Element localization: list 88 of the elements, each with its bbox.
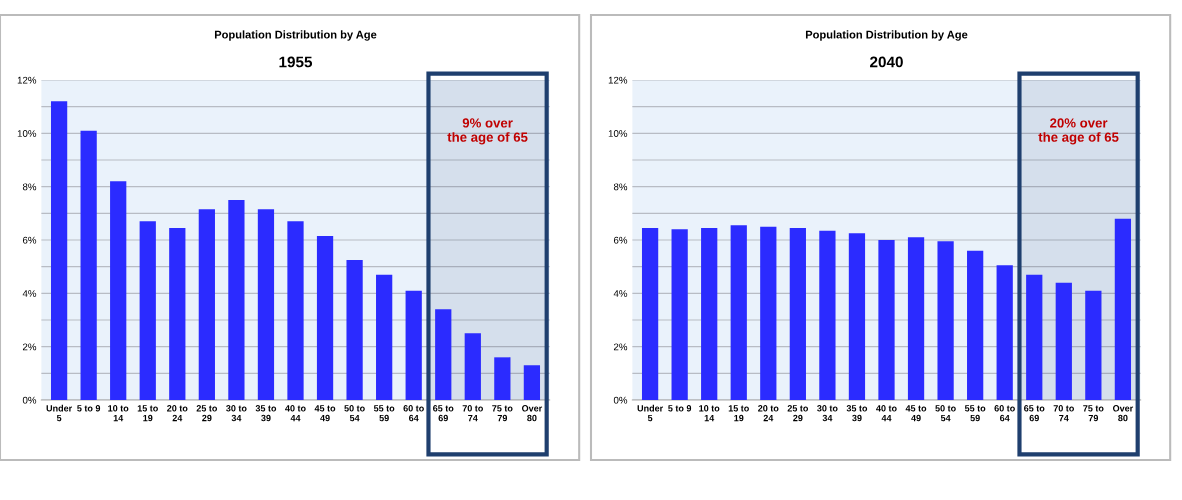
x-tick-label: 30 to 34 (226, 405, 247, 422)
x-tick-label: 75 to 79 (492, 405, 513, 422)
bar (316, 236, 334, 400)
y-tick-label: 10% (608, 130, 628, 137)
x-tick-label: 10 to 14 (699, 405, 720, 422)
bar (701, 228, 718, 400)
y-tick-label: 10% (17, 130, 37, 137)
bar (1055, 282, 1072, 400)
bar (878, 240, 895, 400)
x-tick-label: 70 to 74 (462, 405, 483, 422)
chart-title: Population Distribution by Age (805, 30, 968, 41)
y-tick-label: 4% (22, 290, 37, 297)
x-tick-label: 30 to 34 (817, 405, 838, 422)
x-tick-label: 50 to 54 (344, 405, 365, 422)
x-tick-label: 20 to 24 (167, 405, 188, 422)
bar (80, 130, 97, 400)
x-tick-label: 70 to 74 (1053, 405, 1074, 422)
bar (494, 357, 511, 400)
x-tick-label: 45 to 49 (314, 405, 336, 422)
chart-title: Population Distribution by Age (214, 30, 377, 41)
bar (169, 228, 186, 400)
chart-subtitle: 1955 (279, 56, 313, 68)
y-tick-label: 0% (613, 396, 628, 404)
bar (346, 260, 363, 400)
bar (464, 333, 481, 400)
x-tick-label: 20 to 24 (758, 405, 779, 422)
x-tick-label: 65 to 69 (1024, 405, 1045, 422)
x-tick-label: 5 to 9 (668, 405, 692, 412)
y-tick-label: 6% (22, 236, 37, 244)
x-tick-label: 75 to 79 (1083, 405, 1104, 422)
bar (848, 233, 866, 400)
x-tick-label: 15 to 19 (728, 405, 749, 422)
y-tick-label: 4% (613, 290, 628, 297)
bar (257, 209, 275, 400)
bar (110, 181, 127, 400)
y-tick-label: 2% (22, 343, 37, 351)
bar (967, 250, 984, 400)
y-tick-label: 8% (613, 183, 628, 191)
band-label: 20% over the age of 65 (1038, 118, 1119, 145)
x-tick-label: 55 to 59 (373, 405, 395, 422)
bar (198, 209, 215, 400)
y-tick-label: 12% (608, 76, 628, 84)
bar (937, 241, 954, 400)
bar (789, 228, 806, 400)
bar (760, 226, 777, 400)
x-tick-label: 45 to 49 (905, 405, 927, 422)
bar (1114, 218, 1132, 400)
x-tick-label: 25 to 29 (196, 405, 218, 422)
x-tick-label: Over 80 (1112, 405, 1134, 422)
x-tick-label: 65 to 69 (433, 405, 454, 422)
x-tick-label: 50 to 54 (935, 405, 956, 422)
y-tick-label: 6% (613, 236, 628, 244)
x-tick-label: 40 to 44 (876, 405, 897, 422)
bar (819, 230, 836, 400)
bar (435, 309, 452, 400)
bar (907, 237, 925, 400)
x-tick-label: 25 to 29 (787, 405, 809, 422)
x-tick-label: 35 to 39 (846, 405, 868, 422)
x-tick-label: 5 to 9 (77, 405, 101, 412)
x-tick-label: 60 to 64 (994, 405, 1015, 422)
band-label: 9% over the age of 65 (447, 118, 528, 145)
bar (730, 225, 747, 400)
chart-subtitle: 2040 (870, 56, 903, 68)
x-tick-label: 35 to 39 (255, 405, 277, 422)
x-tick-label: 10 to 14 (108, 405, 129, 422)
bar (50, 101, 68, 400)
y-tick-label: 12% (17, 76, 37, 84)
x-tick-label: 40 to 44 (285, 405, 306, 422)
bar (405, 290, 422, 400)
x-tick-label: 55 to 59 (964, 405, 986, 422)
bar (1026, 274, 1043, 400)
x-tick-label: Over 80 (521, 405, 543, 422)
bar (671, 229, 688, 400)
x-tick-label: Under 5 (46, 404, 73, 422)
y-tick-label: 8% (22, 183, 37, 191)
y-tick-label: 0% (22, 396, 37, 404)
y-tick-label: 2% (613, 343, 628, 351)
bar (996, 265, 1013, 400)
bar (1085, 290, 1102, 400)
bar (139, 221, 156, 400)
bar (523, 365, 541, 400)
x-tick-label: 15 to 19 (137, 405, 158, 422)
bar (641, 228, 659, 400)
x-tick-label: Under 5 (637, 404, 664, 422)
bar (287, 221, 304, 400)
bar (376, 274, 393, 400)
x-tick-label: 60 to 64 (403, 405, 424, 422)
bar (228, 200, 245, 400)
